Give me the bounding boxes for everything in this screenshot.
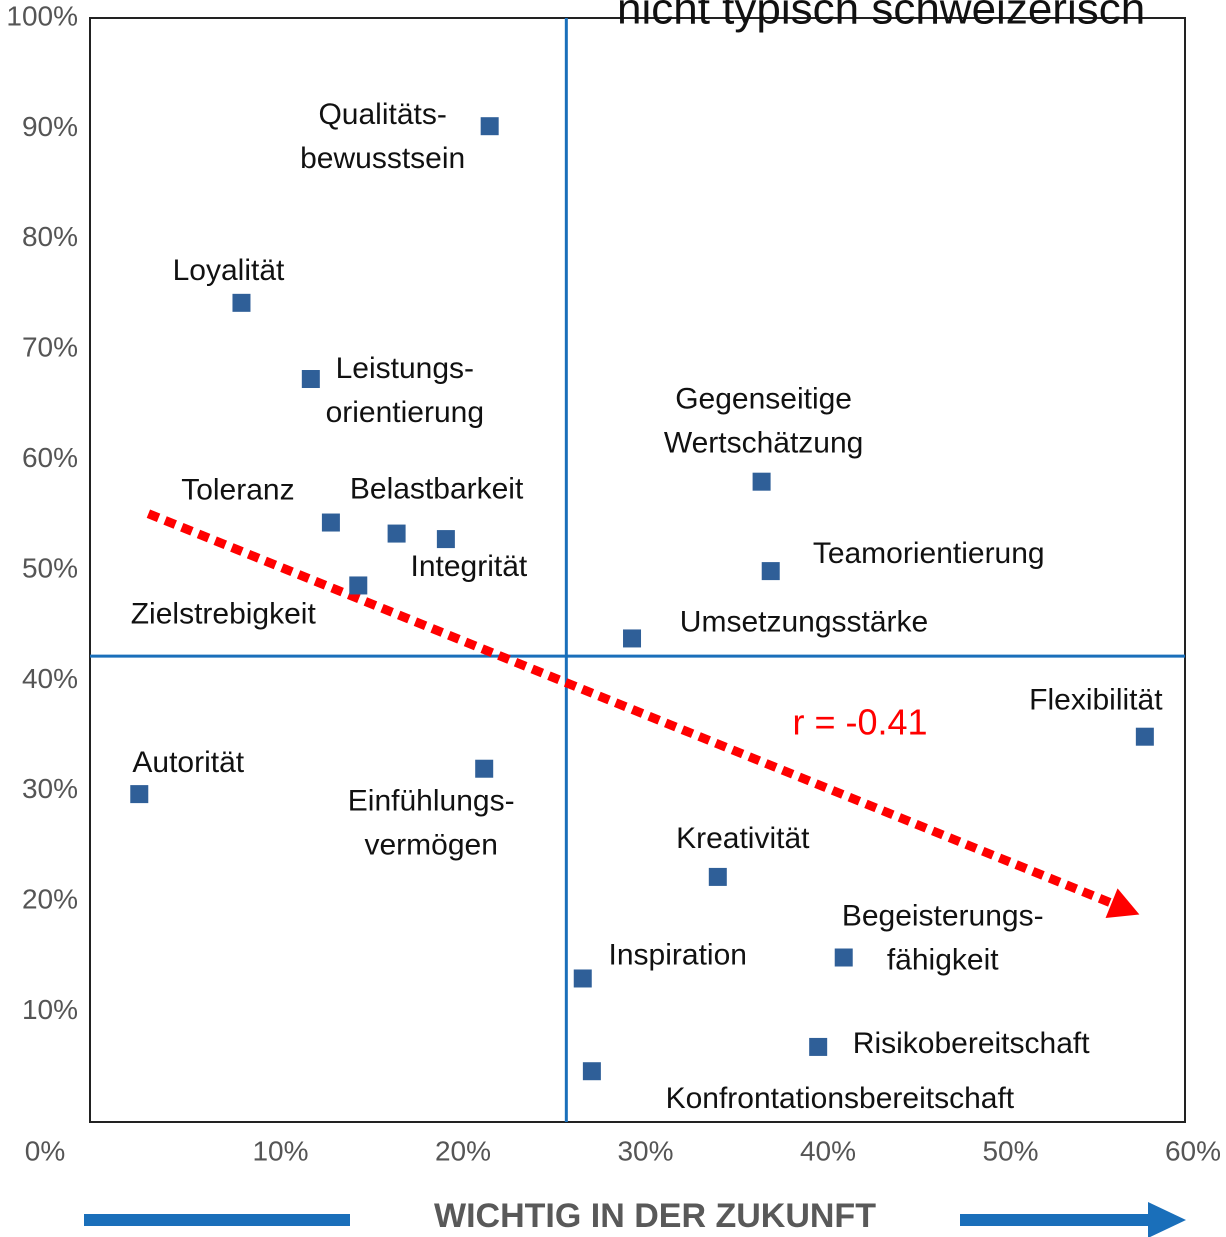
point-label: fähigkeit [887,943,999,976]
data-point [708,867,727,886]
point-label: bewusstsein [300,142,465,175]
point-label: Wertschätzung [664,427,864,460]
data-point [475,759,494,778]
point-label: Einfühlungs- [348,785,515,818]
y-tick-label: 100% [6,0,78,31]
data-point [321,513,340,532]
data-point [301,370,320,389]
x-tick-label: 20% [435,1135,491,1166]
x-tick-label: 30% [617,1135,673,1166]
data-point [582,1062,601,1081]
point-label: Kreativität [676,822,810,855]
y-tick-label: 50% [22,552,78,583]
data-point [436,530,455,549]
data-point [387,524,406,543]
x-tick-label: 40% [800,1135,856,1166]
data-point [349,576,368,595]
trend-arrow-head [1105,888,1140,919]
data-point [834,948,853,967]
data-point [761,562,780,581]
x-tick-label: 10% [252,1135,308,1166]
point-label: Flexibilität [1029,684,1163,717]
point-label: Autorität [132,746,244,779]
data-point [752,472,771,491]
data-point [809,1037,828,1056]
data-point [130,785,149,804]
x-tick-label: 50% [982,1135,1038,1166]
y-tick-label: 40% [22,663,78,694]
x-tick-label: 0% [25,1135,65,1166]
point-label: Toleranz [181,473,294,506]
point-label: Begeisterungs- [842,899,1044,932]
point-label: Teamorientierung [813,537,1045,570]
y-tick-label: 80% [22,221,78,252]
point-label: orientierung [326,396,484,429]
x-tick-label: 60% [1165,1135,1221,1166]
data-point [1135,727,1154,746]
point-label: Integrität [411,550,528,583]
point-label: Inspiration [609,938,747,971]
point-label: Qualitäts- [318,98,446,131]
trend-line [146,509,1114,908]
point-label: Zielstrebigkeit [131,597,317,630]
x-axis-label: WICHTIG IN DER ZUKUNFT [434,1197,876,1235]
axis-arrow-head [1148,1202,1186,1237]
y-tick-label: 70% [22,332,78,363]
point-label: Risikobereitschaft [853,1027,1090,1060]
y-tick-label: 30% [22,773,78,804]
point-label: Gegenseitige [675,383,852,416]
point-label: Konfrontationsbereitschaft [666,1082,1015,1115]
y-tick-label: 60% [22,442,78,473]
chart-title: nicht typisch schweizerisch [617,0,1145,34]
data-point [232,293,251,312]
correlation-annotation: r = -0.41 [792,702,927,743]
data-point [573,969,592,988]
data-point [480,117,499,136]
y-tick-label: 10% [22,994,78,1025]
point-label: Belastbarkeit [350,472,524,505]
point-label: Umsetzungsstärke [680,605,928,638]
point-label: Loyalität [173,254,285,287]
y-tick-label: 90% [22,111,78,142]
data-point [623,629,642,648]
y-tick-label: 20% [22,884,78,915]
plot-frame [89,17,1186,1123]
point-label: Leistungs- [336,352,474,385]
point-label: vermögen [364,829,497,862]
